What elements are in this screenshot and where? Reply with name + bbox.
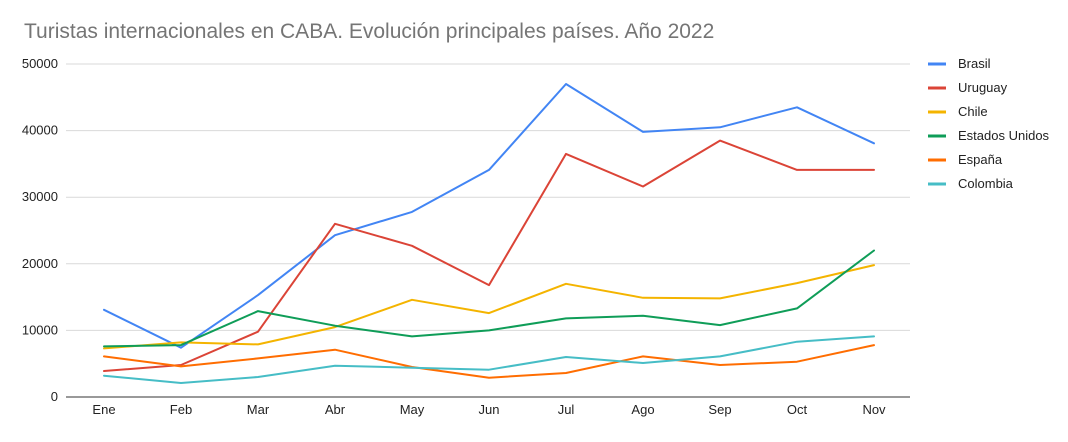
series-line-brasil xyxy=(103,83,875,349)
x-tick-label: Ene xyxy=(92,402,115,417)
series-line-estados-unidos xyxy=(103,249,875,348)
x-tick-label: Abr xyxy=(325,402,346,417)
x-tick-label: Jul xyxy=(558,402,575,417)
y-axis-ticks: 0 10000 20000 30000 40000 50000 xyxy=(22,56,58,404)
series-line-chile xyxy=(103,264,875,350)
y-tick-label: 20000 xyxy=(22,256,58,271)
x-tick-label: Oct xyxy=(787,402,808,417)
y-tick-label: 10000 xyxy=(22,322,58,337)
chart-title: Turistas internacionales en CABA. Evoluc… xyxy=(24,20,714,43)
series-line-espana xyxy=(103,344,875,379)
legend-label: Estados Unidos xyxy=(958,128,1050,143)
series-line-colombia xyxy=(103,335,875,384)
x-tick-label: Ago xyxy=(631,402,654,417)
x-axis-ticks: Ene Feb Mar Abr May Jun Jul Ago Sep Oct Nov xyxy=(92,402,886,417)
y-tick-label: 40000 xyxy=(22,123,58,138)
legend-label: Colombia xyxy=(958,176,1014,191)
y-tick-label: 30000 xyxy=(22,189,58,204)
x-tick-label: Mar xyxy=(247,402,270,417)
x-tick-label: Feb xyxy=(170,402,192,417)
grid xyxy=(66,63,910,331)
legend-label: España xyxy=(958,152,1003,167)
legend-label: Chile xyxy=(958,104,988,119)
legend-label: Brasil xyxy=(958,56,991,71)
legend: Brasil Uruguay Chile Estados Unidos España Co… xyxy=(928,56,1050,191)
y-tick-label: 0 xyxy=(51,389,58,404)
series-line-uruguay xyxy=(103,139,875,372)
series-lines xyxy=(103,83,875,384)
x-tick-label: Sep xyxy=(708,402,731,417)
y-tick-label: 50000 xyxy=(22,56,58,71)
legend-label: Uruguay xyxy=(958,80,1008,95)
x-tick-label: Jun xyxy=(479,402,500,417)
x-tick-label: Nov xyxy=(862,402,886,417)
x-tick-label: May xyxy=(400,402,425,417)
